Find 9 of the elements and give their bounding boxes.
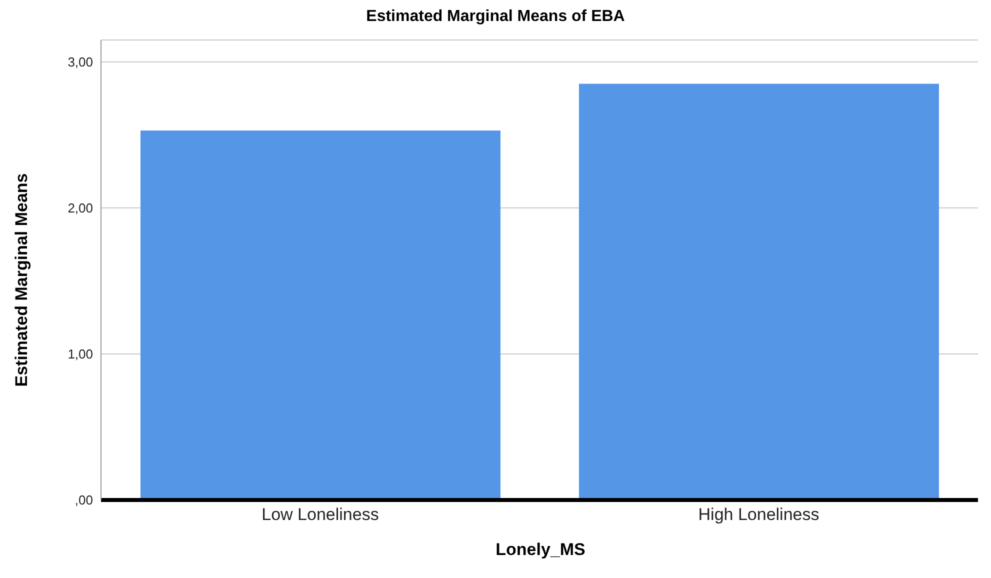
y-tick-label: 1,00 <box>68 346 93 362</box>
x-axis-title: Lonely_MS <box>494 540 586 560</box>
x-tick-label: Low Loneliness <box>262 505 379 524</box>
y-axis-title: Estimated Marginal Means <box>12 173 32 387</box>
chart-title: Estimated Marginal Means of EBA <box>365 8 626 27</box>
y-tick-label: ,00 <box>74 492 93 508</box>
y-tick-label: 2,00 <box>68 200 93 216</box>
y-tick-label: 3,00 <box>68 54 93 70</box>
x-tick-label: High Loneliness <box>698 505 820 524</box>
